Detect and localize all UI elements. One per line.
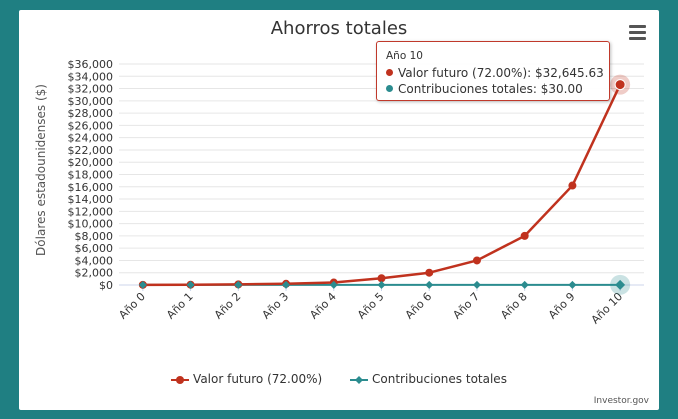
data-point-contribuciones[interactable] bbox=[425, 280, 434, 289]
data-point-contribuciones[interactable] bbox=[186, 280, 195, 289]
data-point-valor-futuro[interactable] bbox=[377, 274, 386, 283]
legend-item-valor-futuro[interactable]: Valor futuro (72.00%) bbox=[171, 372, 322, 386]
tooltip-dot-icon bbox=[386, 69, 393, 76]
tooltip-dot-icon bbox=[386, 85, 393, 92]
data-point-valor-futuro[interactable] bbox=[425, 268, 434, 277]
data-point-valor-futuro[interactable] bbox=[568, 181, 577, 190]
tooltip-row-label: Valor futuro (72.00%): bbox=[398, 66, 535, 80]
y-tick-label: $8,000 bbox=[75, 230, 114, 243]
y-tick-label: $0 bbox=[99, 279, 113, 292]
y-axis: $0$2,000$4,000$6,000$8,000$10,000$12,000… bbox=[68, 58, 114, 292]
hamburger-menu-icon[interactable] bbox=[629, 25, 646, 40]
gridlines bbox=[119, 63, 644, 286]
data-point-valor-futuro[interactable] bbox=[472, 256, 481, 265]
y-axis-label: Dólares estadounidenses ($) bbox=[34, 84, 48, 256]
legend-item-contribuciones[interactable]: Contribuciones totales bbox=[350, 372, 507, 386]
data-point-contribuciones[interactable] bbox=[377, 280, 386, 289]
legend: Valor futuro (72.00%) Contribuciones tot… bbox=[19, 372, 659, 386]
data-point-contribuciones[interactable] bbox=[138, 280, 147, 289]
y-tick-label: $26,000 bbox=[68, 119, 114, 132]
x-tick-label: Año 4 bbox=[307, 290, 339, 322]
x-tick-label: Año 6 bbox=[403, 290, 435, 322]
tooltip-row-valor-futuro: Valor futuro (72.00%): $32,645.63 bbox=[386, 66, 604, 80]
x-axis: Año 0 Año 1 Año 2 Año 3 Año 4 Año 5 Año 6 Año 7… bbox=[116, 284, 644, 327]
tooltip-header: Año 10 bbox=[386, 50, 423, 62]
data-point-contribuciones[interactable] bbox=[329, 280, 338, 289]
data-point-contribuciones[interactable] bbox=[282, 280, 291, 289]
y-tick-label: $14,000 bbox=[68, 193, 114, 206]
x-tick-label: Año 7 bbox=[450, 290, 482, 322]
y-tick-label: $20,000 bbox=[68, 156, 114, 169]
y-tick-label: $2,000 bbox=[75, 267, 114, 280]
data-point-contribuciones[interactable] bbox=[472, 280, 481, 289]
data-point-contribuciones[interactable] bbox=[520, 280, 529, 289]
y-tick-label: $4,000 bbox=[75, 254, 114, 267]
tooltip-row-value: $32,645.63 bbox=[535, 66, 604, 80]
y-tick-label: $28,000 bbox=[68, 107, 114, 120]
legend-label: Valor futuro (72.00%) bbox=[193, 372, 323, 386]
credits-link[interactable]: Investor.gov bbox=[593, 396, 649, 406]
y-tick-label: $24,000 bbox=[68, 132, 114, 145]
data-point-contribuciones[interactable] bbox=[615, 279, 626, 290]
data-point-contribuciones[interactable] bbox=[568, 280, 577, 289]
series-line-valor-futuro bbox=[142, 84, 622, 287]
chart-plot: $0$2,000$4,000$6,000$8,000$10,000$12,000… bbox=[34, 58, 644, 327]
y-tick-label: $32,000 bbox=[68, 83, 114, 96]
y-tick-label: $18,000 bbox=[68, 169, 114, 182]
y-tick-label: $36,000 bbox=[68, 58, 114, 71]
x-tick-label: Año 8 bbox=[498, 290, 530, 322]
tooltip-row-value: $30.00 bbox=[540, 82, 583, 96]
chart-card: Ahorros totales $0 $2,000 $4,000 $6,000 $8,0… bbox=[19, 10, 659, 410]
x-tick-label: Año 5 bbox=[355, 290, 387, 322]
data-point-valor-futuro[interactable] bbox=[614, 79, 626, 91]
y-tick-label: $10,000 bbox=[68, 218, 114, 231]
y-tick-label: $22,000 bbox=[68, 144, 114, 157]
y-tick-label: $12,000 bbox=[68, 205, 114, 218]
series-layer bbox=[138, 74, 631, 295]
legend-label: Contribuciones totales bbox=[372, 372, 507, 386]
y-tick-label: $34,000 bbox=[68, 70, 114, 83]
chart-title: Ahorros totales bbox=[270, 18, 408, 39]
data-point-contribuciones[interactable] bbox=[234, 280, 243, 289]
data-point-valor-futuro[interactable] bbox=[520, 231, 529, 240]
x-tick-label: Año 0 bbox=[116, 290, 148, 322]
tooltip: Año 10 Valor futuro (72.00%): $32,645.63… bbox=[376, 41, 610, 101]
x-tick-label: Año 1 bbox=[164, 290, 196, 322]
x-tick-label: Año 3 bbox=[260, 290, 292, 322]
tooltip-row-label: Contribuciones totales: bbox=[398, 82, 541, 96]
y-tick-label: $30,000 bbox=[68, 95, 114, 108]
legend-line-circle-icon bbox=[171, 376, 190, 384]
y-tick-label: $6,000 bbox=[75, 242, 114, 255]
x-tick-label: Año 2 bbox=[212, 290, 244, 322]
x-tick-label: Año 10 bbox=[589, 290, 626, 327]
y-tick-label: $16,000 bbox=[68, 181, 114, 194]
x-tick-label: Año 9 bbox=[546, 290, 578, 322]
legend-line-diamond-icon bbox=[350, 376, 369, 384]
tooltip-row-contribuciones: Contribuciones totales: $30.00 bbox=[386, 82, 583, 96]
